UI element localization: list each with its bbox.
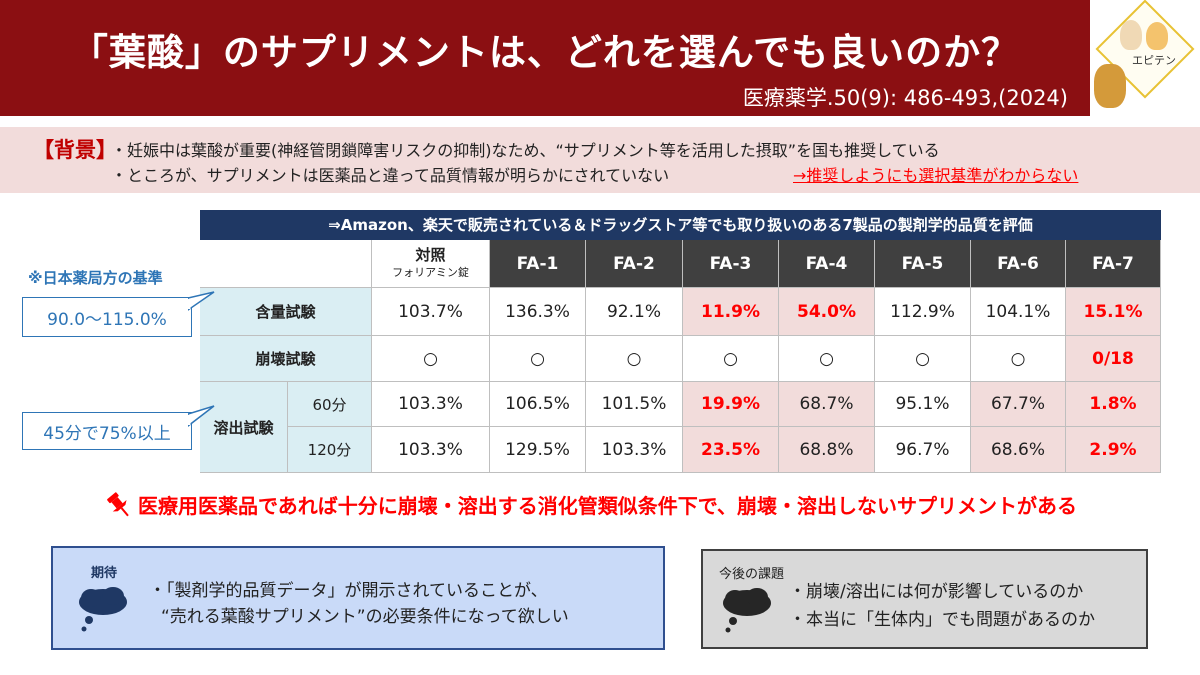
table-cell: ○ [490,336,586,382]
dissolution-standard: 45分で75%以上 [43,423,171,444]
table-cell-warn: 67.7% [971,382,1066,427]
table-cell-warn: 68.7% [779,382,875,427]
table-cell: ○ [875,336,971,382]
table-cell: ○ [372,336,490,382]
table-cell: 106.5% [490,382,586,427]
expectation-box: 期待 ・「製剤学的品質データ」が開示されていることが、 “売れる葉酸サプリメント… [51,546,665,650]
pushpin-icon [107,492,129,517]
page-title: 「葉酸」のサプリメントは、どれを選んでも良いのか？ [70,31,1020,74]
table-cell: 103.3% [586,427,683,473]
background-line-1: ・妊娠中は葉酸が重要(神経管閉鎖障害リスクの抑制)なため、“サプリメント等を活用… [111,141,940,160]
table-cell-fail: 0/18 [1066,336,1161,382]
bunny-icon [1120,20,1142,50]
table-cell: 92.1% [586,288,683,336]
citation: 医療薬学.50(9): 486-493,(2024) [742,86,1068,110]
column-header: FA-4 [779,240,875,288]
row-subheader-60: 60分 [288,382,372,427]
future-issues-label: 今後の課題 [719,567,785,582]
logo-text: エピテン [1132,54,1176,67]
table-cell: 96.7% [875,427,971,473]
row-subheader-120: 120分 [288,427,372,473]
column-header: FA-7 [1066,240,1161,288]
column-header: FA-6 [971,240,1066,288]
table-cell: 103.3% [372,382,490,427]
control-label: 対照 [415,245,446,264]
table-cell: 129.5% [490,427,586,473]
future-issues-line-2: ・本当に「生体内」でも問題があるのか [789,610,1095,630]
table-cell-warn: 68.6% [971,427,1066,473]
table-corner-cell [200,240,372,288]
callout-pointer-icon [188,405,215,427]
table-cell: 103.3% [372,427,490,473]
table-cell: ○ [586,336,683,382]
background-label: 【背景】 [33,138,117,162]
table-cell: 101.5% [586,382,683,427]
table-caption: ⇒Amazon、楽天で販売されている＆ドラッグストア等でも取り扱いのある7製品の… [200,210,1161,240]
row-header-dissolution: 溶出試験 [200,382,288,473]
column-header: FA-1 [490,240,586,288]
background-line-2: ・ところが、サプリメントは医薬品と違って品質情報が明らかにされていない [111,166,670,185]
table-cell-fail: 23.5% [683,427,779,473]
thought-cloud-icon [79,587,127,632]
table-cell: 112.9% [875,288,971,336]
standard-range: 90.0～115.0% [47,309,167,330]
callout-pointer-icon [188,291,215,311]
logo: エピテン [1090,0,1200,116]
control-sub-label: フォリアミン錠 [392,265,469,279]
background-emphasis: →推奨しようにも選択基準がわからない [793,166,1079,185]
row-header-content: 含量試験 [200,288,372,336]
dissolution-standard-callout: 45分で75%以上 [22,412,192,450]
table-cell: 136.3% [490,288,586,336]
table-cell-fail: 15.1% [1066,288,1161,336]
standard-title: ※日本薬局方の基準 [28,269,163,287]
column-header: FA-3 [683,240,779,288]
table-cell-fail: 11.9% [683,288,779,336]
bunny-icon [1146,22,1168,50]
expectation-label: 期待 [91,566,118,581]
title-banner: 「葉酸」のサプリメントは、どれを選んでも良いのか？ 医療薬学.50(9): 48… [0,0,1090,116]
table-cell: ○ [971,336,1066,382]
table-cell-fail: 1.8% [1066,382,1161,427]
table-cell-fail: 2.9% [1066,427,1161,473]
expectation-line-1: ・「製剤学的品質データ」が開示されていることが、 [149,581,548,601]
table-cell: 104.1% [971,288,1066,336]
table-cell: ○ [683,336,779,382]
column-header: FA-5 [875,240,971,288]
future-issues-line-1: ・崩壊/溶出には何が影響しているのか [789,582,1084,602]
tempura-icon [1094,64,1126,108]
standard-range-callout: 90.0～115.0% [22,297,192,337]
column-header: FA-2 [586,240,683,288]
table-cell-fail: 54.0% [779,288,875,336]
table-cell: 103.7% [372,288,490,336]
table-cell: ○ [779,336,875,382]
column-header-control: 対照 フォリアミン錠 [372,240,490,288]
future-issues-box: 今後の課題 ・崩壊/溶出には何が影響しているのか ・本当に「生体内」でも問題があ… [701,549,1148,649]
expectation-line-2: “売れる葉酸サプリメント”の必要条件になって欲しい [161,607,569,627]
table-cell-fail: 19.9% [683,382,779,427]
conclusion-text: 医療用医薬品であれば十分に崩壊・溶出する消化管類似条件下で、崩壊・溶出しないサプ… [138,494,1077,518]
table-cell: 95.1% [875,382,971,427]
background-banner [0,127,1200,193]
thought-cloud-icon [723,588,771,633]
table-cell-warn: 68.8% [779,427,875,473]
row-header-disintegration: 崩壊試験 [200,336,372,382]
